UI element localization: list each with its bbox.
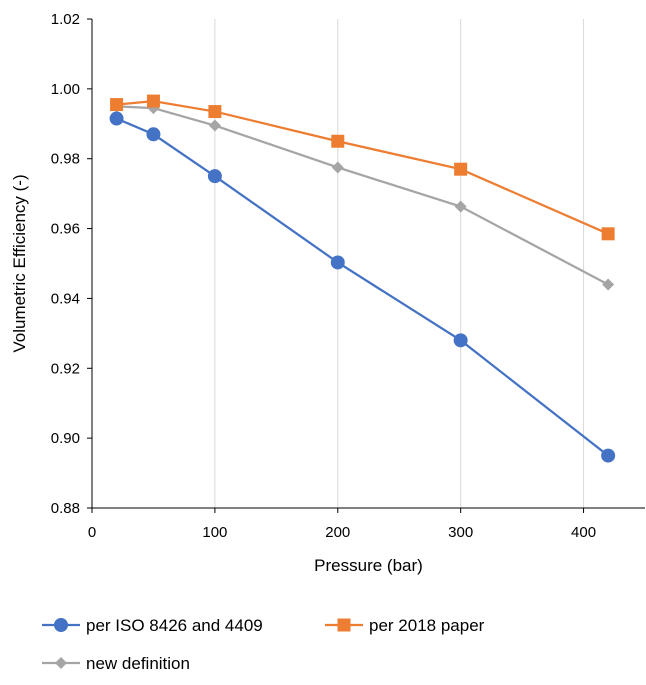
legend-item: per 2018 paper xyxy=(325,616,485,635)
legend-item: per ISO 8426 and 4409 xyxy=(42,616,263,635)
x-tick-label: 0 xyxy=(88,524,96,541)
data-point xyxy=(331,161,344,174)
y-tick-label: 1.02 xyxy=(51,11,80,28)
y-tick-label: 0.94 xyxy=(51,290,80,307)
legend-marker xyxy=(54,618,68,632)
data-point xyxy=(601,227,615,241)
legend-label: per 2018 paper xyxy=(369,616,485,635)
data-point xyxy=(454,162,468,176)
x-axis-label: Pressure (bar) xyxy=(314,556,423,575)
y-tick-label: 0.88 xyxy=(51,500,80,517)
y-tick-label: 1.00 xyxy=(51,81,80,98)
grid xyxy=(214,19,585,508)
series xyxy=(109,94,616,463)
data-point xyxy=(453,333,468,348)
series-0 xyxy=(109,111,616,463)
axes: 0.88 0.90 0.92 0.94 0.96 0.98 1.00 1.02 0 100 200 3… xyxy=(51,11,645,541)
series-line xyxy=(116,117,609,457)
series-2 xyxy=(110,100,615,291)
y-tick-label: 0.96 xyxy=(51,221,80,238)
series-1 xyxy=(110,94,615,241)
data-point xyxy=(207,169,222,184)
x-tick-label: 100 xyxy=(202,524,227,541)
y-axis-label: Volumetric Efficiency (-) xyxy=(10,174,29,352)
data-point xyxy=(601,448,616,463)
data-point xyxy=(208,119,221,132)
legend-marker xyxy=(337,618,351,632)
data-point xyxy=(330,255,345,270)
data-point xyxy=(454,200,467,213)
y-tick-label: 0.98 xyxy=(51,151,80,168)
legend-item: new definition xyxy=(42,654,190,673)
legend-label: new definition xyxy=(86,654,190,673)
series-line xyxy=(116,105,609,286)
x-tick-label: 200 xyxy=(325,524,350,541)
series-line xyxy=(116,99,609,235)
legend: per ISO 8426 and 4409 per 2018 paper new d… xyxy=(42,616,485,673)
data-point xyxy=(146,127,161,142)
data-point xyxy=(208,105,222,119)
data-point xyxy=(602,278,615,291)
y-tick-label: 0.92 xyxy=(51,360,80,377)
data-point xyxy=(110,98,124,112)
x-tick-label: 400 xyxy=(571,524,596,541)
data-point xyxy=(146,94,160,108)
x-tick-label: 300 xyxy=(448,524,473,541)
legend-marker xyxy=(55,657,67,669)
y-tick-label: 0.90 xyxy=(51,430,80,447)
data-point xyxy=(331,134,345,148)
data-point xyxy=(109,111,124,126)
legend-label: per ISO 8426 and 4409 xyxy=(86,616,263,635)
